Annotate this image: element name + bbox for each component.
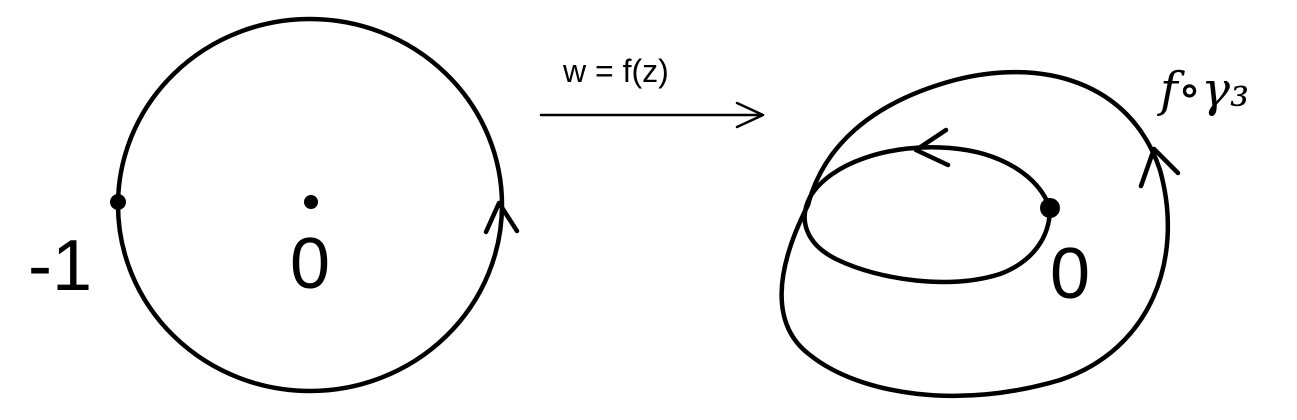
w-plane: 0 f∘γ₃ [779, 62, 1249, 399]
outer-loop [779, 69, 1170, 399]
curve-label: f∘γ₃ [1157, 62, 1249, 118]
point-minus-one-label: -1 [28, 226, 92, 306]
image-origin-label: 0 [1050, 234, 1090, 314]
point-minus-one-dot [110, 194, 126, 210]
inner-orientation-arrow [913, 127, 951, 168]
origin-label: 0 [290, 224, 330, 304]
mapping: w = f(z) [539, 53, 765, 129]
mapping-label: w = f(z) [562, 53, 669, 89]
outer-orientation-arrow [1138, 146, 1181, 189]
inner-loop [802, 145, 1053, 285]
origin-dot [304, 195, 318, 209]
mapping-arrow-head [735, 101, 765, 129]
z-plane: -1 0 [28, 16, 520, 394]
image-origin-dot [1040, 198, 1060, 218]
circle-orientation-arrow [483, 200, 520, 235]
